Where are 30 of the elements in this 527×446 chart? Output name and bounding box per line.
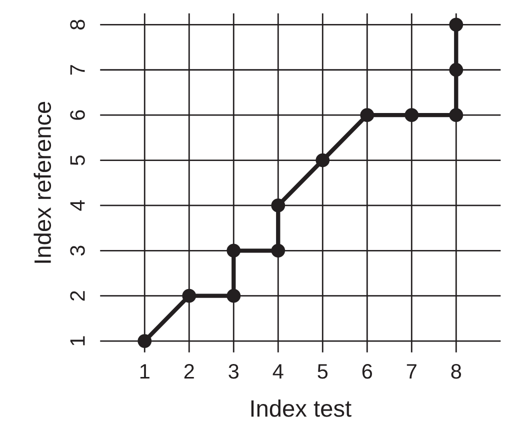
y-tick-label: 1 (70, 336, 85, 346)
point (449, 18, 464, 32)
point (449, 108, 464, 122)
y-tick-label: 6 (70, 110, 85, 120)
x-tick-label: 4 (272, 364, 284, 379)
point (138, 334, 152, 348)
point (226, 288, 241, 303)
x-tick-label: 7 (406, 364, 416, 379)
y-tick-label: 5 (70, 155, 85, 166)
x-tick-label: 8 (451, 364, 462, 379)
y-tick-label: 7 (70, 65, 85, 75)
point (360, 108, 374, 122)
point (404, 108, 419, 122)
y-tick-label: 2 (70, 291, 85, 301)
y-tick-label: 3 (70, 246, 85, 256)
point (316, 153, 330, 168)
x-tick-label: 5 (318, 364, 328, 379)
x-axis-title: Index test (251, 400, 352, 417)
point (449, 62, 464, 77)
point (271, 198, 286, 212)
x-tick-label: 6 (362, 364, 372, 379)
x-tick-label: 1 (140, 364, 150, 379)
y-tick-label: 4 (70, 200, 85, 211)
y-tick-label: 8 (70, 20, 85, 30)
point (182, 288, 196, 303)
x-tick-label: 2 (184, 364, 194, 379)
point (226, 244, 241, 258)
point (271, 244, 286, 258)
x-tick-label: 3 (228, 364, 239, 379)
y-axis-title: Index reference (34, 102, 52, 263)
